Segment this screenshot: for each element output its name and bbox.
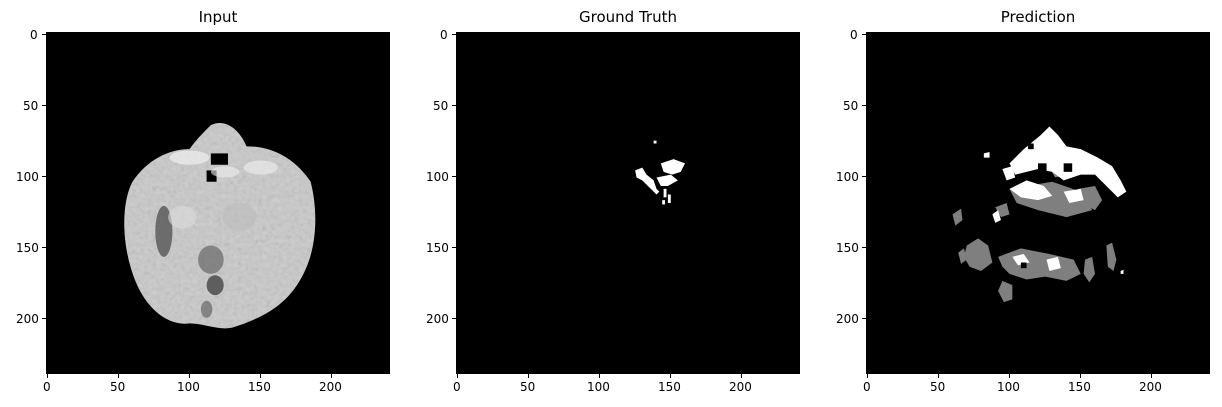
panel-input: Input: [0, 0, 400, 407]
x-tick-label: 50: [930, 380, 946, 394]
y-tick-label: 0: [440, 28, 448, 42]
panel-title: Input: [198, 8, 238, 26]
x-tick-label: 150: [1068, 380, 1091, 394]
x-tick-label: 200: [1139, 380, 1162, 394]
y-tick-label: 100: [16, 170, 39, 184]
ground-truth-drawing: [457, 33, 799, 373]
prediction-drawing: [867, 33, 1209, 373]
y-tick-label: 50: [433, 99, 449, 113]
y-tick-label: 0: [850, 28, 858, 42]
panel-title: Ground Truth: [579, 8, 677, 26]
y-tick-label: 50: [23, 99, 39, 113]
y-tick-label: 100: [426, 170, 449, 184]
y-tick-label: 200: [836, 312, 859, 326]
mri-image: [46, 32, 390, 374]
mri-slice-drawing: [47, 33, 389, 373]
panel-ground-truth: Ground Truth 0 50 100 150 200 0 50 100 1…: [410, 0, 810, 407]
x-tick-label: 100: [177, 380, 200, 394]
x-tick-label: 100: [587, 380, 610, 394]
y-tick-label: 200: [426, 312, 449, 326]
ground-truth-mask: [456, 32, 800, 374]
y-tick-label: 100: [836, 170, 859, 184]
x-tick-label: 150: [248, 380, 271, 394]
y-tick-label: 200: [16, 312, 39, 326]
panel-prediction: Prediction: [820, 0, 1220, 407]
y-tick-label: 50: [843, 99, 859, 113]
x-tick-label: 150: [658, 380, 681, 394]
x-tick-label: 100: [997, 380, 1020, 394]
x-tick-label: 0: [863, 380, 871, 394]
prediction-mask: [866, 32, 1210, 374]
x-tick-label: 0: [43, 380, 51, 394]
x-tick-label: 50: [110, 380, 126, 394]
panel-title: Prediction: [1000, 8, 1076, 26]
y-tick-label: 150: [836, 241, 859, 255]
x-tick-label: 200: [729, 380, 752, 394]
y-tick-label: 0: [30, 28, 38, 42]
x-tick-label: 200: [319, 380, 342, 394]
x-tick-label: 0: [453, 380, 461, 394]
y-tick-label: 150: [16, 241, 39, 255]
y-tick-label: 150: [426, 241, 449, 255]
x-tick-label: 50: [520, 380, 536, 394]
